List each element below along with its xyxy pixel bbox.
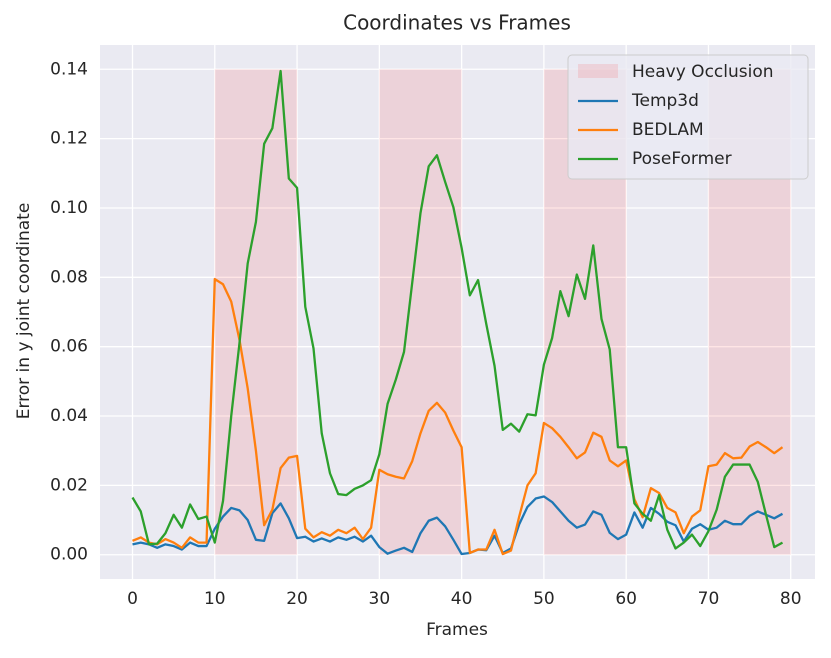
- data-line: [131, 69, 784, 550]
- y-tick-label: 0.14: [50, 59, 88, 79]
- shaded-region: [379, 69, 462, 555]
- y-tick-label: 0.08: [50, 267, 88, 287]
- y-axis-label: Error in y joint coordinate: [14, 203, 34, 420]
- x-tick-label: 60: [615, 589, 637, 609]
- x-tick-label: 0: [127, 589, 138, 609]
- y-tick-label: 0.10: [50, 198, 88, 218]
- y-tick-label: 0.02: [50, 475, 88, 495]
- y-tick-label: 0.00: [50, 545, 88, 565]
- data-line: [132, 495, 784, 556]
- data-line: [132, 277, 784, 556]
- legend-label: Temp3d: [631, 91, 699, 111]
- legend-label: Heavy Occlusion: [632, 62, 774, 82]
- y-tick-label: 0.06: [50, 337, 88, 357]
- legend-swatch: [578, 64, 618, 78]
- y-tick-label: 0.04: [50, 406, 88, 426]
- x-tick-label: 10: [204, 589, 226, 609]
- x-tick-label: 20: [286, 589, 308, 609]
- x-axis-label: Frames: [426, 620, 488, 640]
- x-tick-label: 70: [698, 589, 720, 609]
- y-tick-label: 0.12: [50, 129, 88, 149]
- legend-label: PoseFormer: [632, 149, 732, 169]
- x-tick-label: 50: [533, 589, 555, 609]
- chart-title: Coordinates vs Frames: [343, 11, 571, 35]
- legend-box: [567, 54, 809, 180]
- legend-label: BEDLAM: [632, 120, 704, 140]
- shaded-region: [214, 69, 298, 555]
- x-tick-label: 30: [369, 589, 391, 609]
- x-tick-label: 40: [451, 589, 473, 609]
- x-tick-label: 80: [780, 589, 802, 609]
